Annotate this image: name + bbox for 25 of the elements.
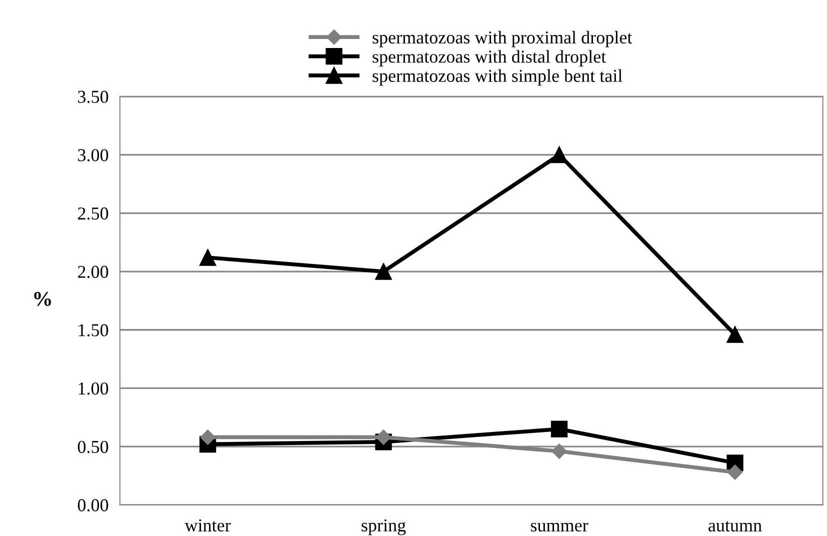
point (552, 444, 567, 459)
y-tick-label: 3.00 (78, 149, 108, 162)
y-tick-label: 2.00 (78, 266, 108, 278)
point (375, 263, 392, 280)
point (727, 464, 743, 480)
y-tick-label: 1.00 (78, 382, 108, 395)
point (200, 430, 216, 445)
y-tick-label: 1.50 (78, 324, 108, 336)
x-tick-label: winter (184, 519, 231, 532)
x-tick-label: autumn (708, 521, 762, 532)
legend-label: spermatozoas with proximal droplet (372, 30, 632, 48)
legend-label: spermatozoas with simple bent tail (372, 69, 622, 86)
point (550, 146, 568, 164)
point (726, 326, 744, 343)
point (199, 249, 216, 266)
y-tick-label: 2.50 (78, 207, 108, 220)
y-tick-label: 0.50 (78, 440, 108, 454)
point (376, 430, 392, 445)
legend-label: spermatozoas with distal droplet (372, 50, 606, 66)
point (550, 420, 568, 438)
y-tick-label: 0.00 (78, 499, 108, 512)
x-tick-label: spring (362, 519, 406, 536)
x-tick-label: summer (530, 522, 588, 532)
y-tick-label: 3.50 (78, 90, 108, 103)
y-axis-title: % (34, 292, 51, 306)
